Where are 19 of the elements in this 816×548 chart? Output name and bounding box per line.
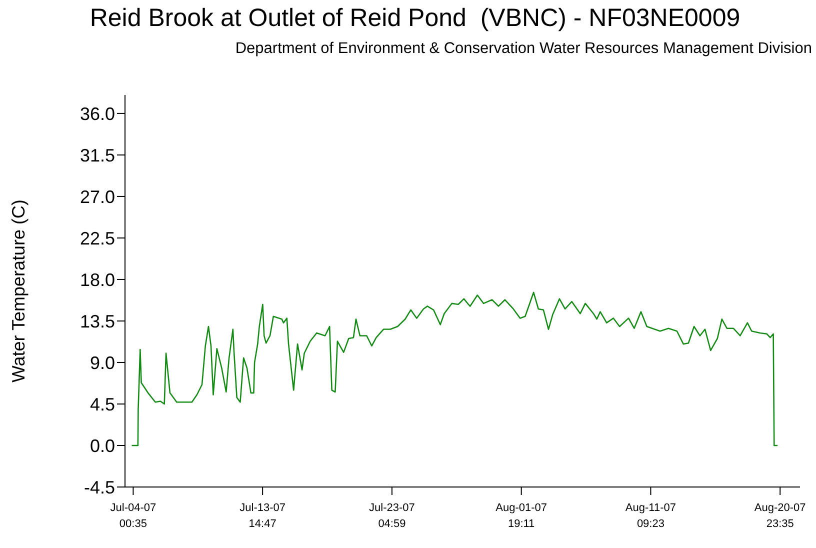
y-axis-title: Water Temperature (C) (8, 199, 28, 383)
y-tick-label: 27.0 (80, 186, 115, 207)
y-tick-label: 36.0 (80, 104, 115, 124)
x-tick-label: Aug-11-07 09:23 (625, 502, 676, 530)
x-tick-label: Jul-13-07 14:47 (240, 502, 286, 530)
chart-subtitle: Department of Environment & Conservation Water Resources Management Division (235, 40, 812, 58)
x-tick-label: Jul-04-07 00:35 (110, 502, 156, 530)
y-tick-label: 18.0 (80, 270, 115, 290)
x-tick-label: Aug-20-07 23:35 (754, 502, 806, 530)
chart-title: Reid Brook at Outlet of Reid Pond (VBNC) - NF03NE0009 (88, 4, 742, 33)
y-tick-label: 4.5 (90, 394, 115, 414)
y-tick-label: 0.0 (90, 436, 115, 456)
y-tick-label: 22.5 (80, 228, 115, 248)
x-tick-label: Aug-01-07 19:11 (496, 502, 548, 530)
x-tick-label: Jul-23-07 04:59 (369, 502, 415, 530)
y-tick-label: -4.5 (84, 477, 115, 498)
y-tick-label: 31.5 (80, 145, 115, 166)
y-tick-label: 13.5 (80, 311, 115, 332)
y-tick-label: 9.0 (90, 352, 115, 373)
